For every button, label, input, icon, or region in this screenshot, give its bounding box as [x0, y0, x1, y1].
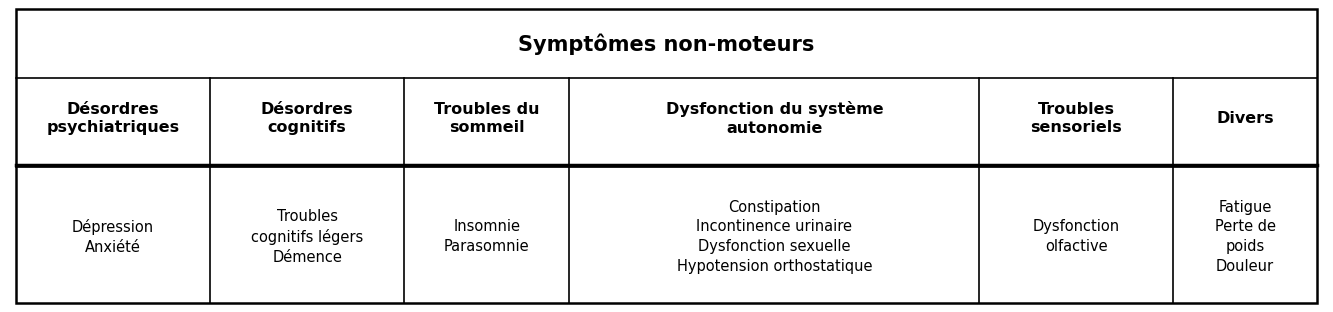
- Text: Troubles du
sommeil: Troubles du sommeil: [435, 102, 540, 135]
- Text: Divers: Divers: [1216, 111, 1274, 126]
- Text: Fatigue
Perte de
poids
Douleur: Fatigue Perte de poids Douleur: [1214, 200, 1276, 274]
- Text: Désordres
cognitifs: Désordres cognitifs: [261, 102, 353, 135]
- Text: Désordres
psychiatriques: Désordres psychiatriques: [47, 102, 180, 135]
- Text: Symptômes non-moteurs: Symptômes non-moteurs: [519, 33, 814, 55]
- Text: Constipation
Incontinence urinaire
Dysfonction sexuelle
Hypotension orthostatiqu: Constipation Incontinence urinaire Dysfo…: [677, 200, 872, 274]
- Text: Dysfonction du système
autonomie: Dysfonction du système autonomie: [665, 101, 884, 136]
- Text: Dysfonction
olfactive: Dysfonction olfactive: [1033, 219, 1120, 254]
- Text: Insomnie
Parasomnie: Insomnie Parasomnie: [444, 219, 529, 254]
- Text: Dépression
Anxiété: Dépression Anxiété: [72, 219, 155, 255]
- Text: Troubles
cognitifs légers
Démence: Troubles cognitifs légers Démence: [251, 209, 363, 265]
- Text: Troubles
sensoriels: Troubles sensoriels: [1030, 102, 1122, 135]
